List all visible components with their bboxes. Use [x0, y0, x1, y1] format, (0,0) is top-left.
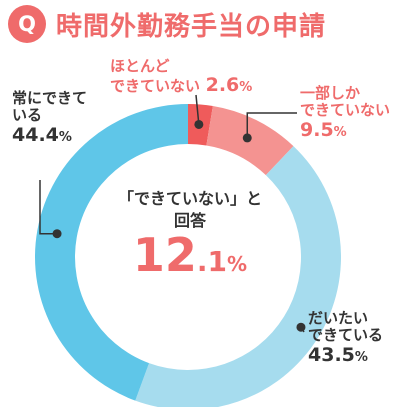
label-mostly-line1: だいたい: [308, 309, 369, 327]
label-hardly-unit: %: [239, 80, 253, 96]
label-partly-unit: %: [333, 124, 347, 140]
label-mostly-value: 43.5: [308, 343, 355, 366]
label-mostly: だいたい できている 43.5%: [308, 309, 384, 366]
center-caption-line1: 「できていない」と: [117, 189, 262, 208]
center-value-dec: .1: [196, 245, 228, 278]
center-value: 12.1%: [100, 228, 280, 282]
label-always-line1: 常にできて: [12, 89, 88, 107]
leader-line-partly: [246, 112, 297, 138]
label-always: 常にできて いる 44.4%: [12, 89, 88, 146]
label-partly-line2: できていない: [300, 101, 391, 120]
leader-line-always: [39, 180, 58, 235]
center-caption-line2: 回答: [173, 210, 206, 230]
label-partly-line1: 一部しか: [300, 84, 361, 102]
center-value-unit: %: [227, 252, 248, 276]
label-always-value: 44.4: [12, 123, 59, 146]
leader-dot-hardly: [194, 119, 204, 129]
center-caption: 「できていない」と 回答: [100, 188, 280, 231]
leader-dot-partly: [242, 133, 252, 143]
label-hardly: ほとんど できていない 2.6%: [110, 57, 253, 97]
label-partly: 一部しか できていない 9.5%: [300, 84, 391, 141]
question-badge: Q: [8, 5, 46, 43]
label-mostly-unit: %: [354, 349, 368, 365]
leader-line-hardly: [195, 94, 200, 125]
chart-title: 時間外勤務手当の申請: [56, 12, 327, 42]
label-always-unit: %: [58, 129, 72, 145]
leader-dot-always: [52, 229, 62, 239]
label-partly-value: 9.5: [300, 118, 334, 141]
label-hardly-value: 2.6: [205, 74, 240, 97]
center-value-int: 12: [132, 228, 197, 282]
label-hardly-line2: できていない: [110, 77, 201, 96]
label-hardly-line1: ほとんど: [110, 57, 170, 75]
label-mostly-line2: できている: [308, 326, 384, 345]
leader-dot-mostly: [296, 322, 306, 332]
slice-mostly: [135, 146, 341, 407]
label-always-line2: いる: [12, 106, 43, 125]
slice-always: [34, 104, 188, 401]
